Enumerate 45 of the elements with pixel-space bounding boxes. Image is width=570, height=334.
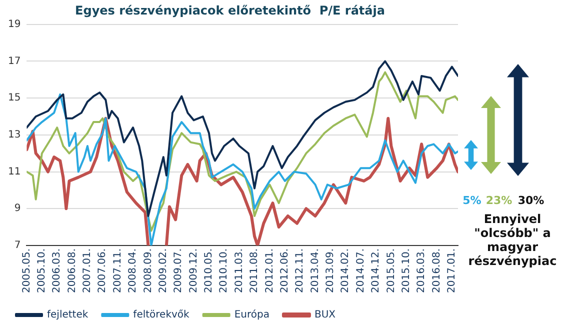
text: Ennyivel "olcsóbb" a magyar részvénypiac (468, 212, 557, 268)
legend-label: BUX (314, 310, 336, 321)
x-tick-label: 2010.05. (204, 248, 215, 293)
x-tick-label: 2006.08. (66, 248, 78, 293)
y-tick-label: 15 (8, 92, 21, 104)
x-tick-label: 2007.06. (97, 248, 108, 293)
text: 23% (484, 194, 514, 207)
x-tick-label: 2009.07. (173, 248, 184, 293)
x-tick-label: 2008.09. (142, 248, 154, 293)
x-tick-label: 2015.10. (400, 248, 412, 293)
x-tick-label: 2014.07. (355, 248, 366, 293)
x-tick-label: 2012.01. (264, 248, 276, 293)
x-tick-label: 2011.03. (234, 248, 245, 293)
legend-label: fejlettek (47, 310, 88, 321)
x-tick-label: 2015.05. (386, 248, 397, 293)
x-tick-label: 2009.02. (158, 248, 169, 293)
y-tick-label: 9 (14, 203, 21, 214)
y-tick-label: 19 (8, 18, 21, 30)
y-tick-label: 13 (8, 130, 21, 141)
x-tick-label: 2014.02. (340, 248, 352, 293)
x-tick-label: 2016.08. (431, 248, 442, 293)
y-tick-label: 7 (14, 240, 21, 252)
x-tick-label: 2005.10. (36, 248, 48, 293)
text: 5% (462, 194, 482, 207)
x-tick-label: 2009.12. (188, 248, 200, 293)
x-tick-label: 2011.08. (249, 248, 260, 293)
text: 30% (516, 194, 546, 207)
x-tick-label: 2017.01. (446, 248, 458, 293)
x-tick-label: 2013.09. (325, 248, 336, 293)
x-tick-label: 2005.05. (21, 248, 32, 293)
x-tick-label: 2014.12. (370, 248, 382, 293)
legend-label: feltörekvők (133, 310, 190, 321)
x-tick-label: 2007.01. (82, 248, 94, 293)
x-tick-label: 2010.10. (218, 248, 230, 293)
x-tick-label: 2012.11. (294, 248, 306, 293)
x-tick-label: 2012.06. (279, 248, 290, 293)
x-tick-label: 2007.11. (112, 248, 124, 293)
x-tick-label: 2013.04. (310, 248, 321, 293)
chart-title: Egyes részvénypiacok előretekintő P/E rátája (75, 3, 385, 18)
legend-label: Európa (234, 310, 270, 321)
y-tick-label: 11 (8, 166, 21, 178)
x-tick-label: 2006.03. (52, 248, 63, 293)
x-tick-label: 2016.03. (416, 248, 428, 293)
x-tick-label: 2008.04. (128, 248, 139, 293)
y-tick-label: 17 (8, 56, 21, 67)
